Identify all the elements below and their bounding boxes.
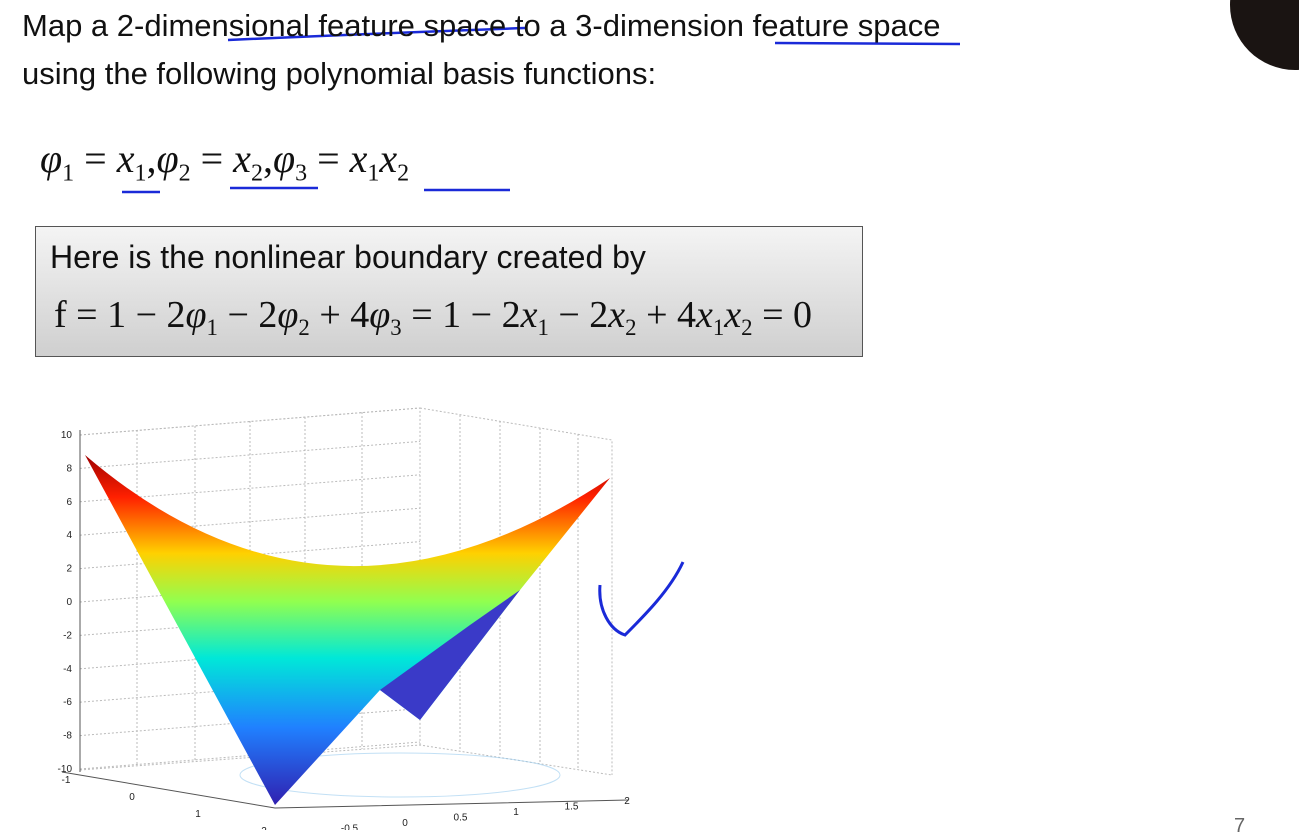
- header: Map a 2-dimensional feature space to a 3…: [22, 2, 940, 98]
- eq-var: φ: [369, 294, 391, 336]
- eq-text: = 0: [752, 294, 813, 336]
- webcam: [1230, 0, 1299, 70]
- eq-symbol: φ2: [156, 136, 190, 186]
- x-tick-label: 1.5: [565, 802, 579, 813]
- grid-line: [79, 541, 421, 570]
- eq-sub: 1: [134, 160, 147, 187]
- eq-symbol: φ3: [369, 294, 401, 340]
- boundary-box: Here is the nonlinear boundary created b…: [35, 226, 863, 357]
- eq-symbol: φ1: [185, 294, 218, 340]
- eq-symbol: φ3: [272, 136, 307, 186]
- boundary-equation: f = 1 − 2φ1 − 2φ2 + 4φ3 = 1 − 2x1 − 2x2 …: [54, 293, 812, 341]
- eq-text: =: [307, 136, 350, 181]
- grid-line: [79, 440, 421, 469]
- x-tick-label: 1: [513, 807, 519, 818]
- eq-sub: 1: [206, 314, 218, 340]
- eq-text: =: [74, 136, 117, 181]
- eq-sub: 3: [390, 314, 402, 340]
- x-tick-label: 2: [624, 796, 630, 807]
- grid-line: [79, 407, 421, 436]
- eq-sub: 1: [62, 160, 75, 187]
- x-tick-label: -0.5: [341, 824, 359, 831]
- eq-symbol: x2: [379, 136, 409, 186]
- contour: [239, 752, 561, 798]
- eq-var: x: [233, 136, 251, 181]
- eq-text: + 4: [309, 294, 370, 336]
- eq-text: + 4: [636, 294, 697, 336]
- z-tick-label: -4: [63, 664, 72, 675]
- check-mark: [598, 561, 685, 637]
- z-tick-label: 10: [61, 430, 73, 441]
- eq-sub: 2: [625, 314, 637, 340]
- surface: [85, 455, 610, 805]
- y-tick-label: -1: [62, 775, 71, 786]
- eq-symbol: x1: [349, 136, 380, 186]
- eq-sub: 1: [367, 160, 380, 187]
- eq-text: = 1 − 2: [401, 294, 521, 336]
- eq-symbol: x2: [724, 294, 752, 340]
- eq-symbol: x1: [696, 294, 724, 340]
- page-number: 7: [1234, 815, 1246, 837]
- grid-line: [79, 708, 421, 737]
- header-line: Map a 2-dimensional feature space to a 3…: [22, 8, 941, 43]
- y-tick-label: 0: [129, 792, 135, 803]
- eq-var: φ: [40, 136, 63, 181]
- eq-sub: 2: [250, 160, 263, 187]
- eq-var: x: [696, 294, 713, 336]
- surface-fold: [380, 590, 520, 720]
- eq-sub: 2: [397, 160, 410, 187]
- eq-symbol: φ1: [40, 136, 74, 186]
- eq-var: x: [724, 294, 742, 336]
- eq-symbol: φ2: [277, 294, 309, 340]
- box-caption: Here is the nonlinear boundary created b…: [50, 239, 646, 275]
- eq-sub: 1: [537, 314, 549, 340]
- z-tick-label: -10: [58, 764, 73, 775]
- basis-equation: φ1 = x1,φ2 = x2,φ3 = x1x2: [40, 135, 409, 187]
- eq-text: − 2: [217, 294, 278, 336]
- grid-line: [79, 741, 421, 770]
- eq-sub: 2: [741, 314, 753, 340]
- eq-var: φ: [185, 294, 207, 336]
- z-tick-label: -8: [63, 731, 72, 742]
- eq-text: =: [190, 136, 234, 181]
- eq-text: − 2: [548, 294, 609, 336]
- z-tick-label: -2: [63, 630, 72, 641]
- eq-var: x: [349, 136, 368, 181]
- eq-symbol: x1: [520, 294, 549, 340]
- z-tick-label: 2: [66, 564, 72, 575]
- eq-var: φ: [156, 136, 179, 181]
- z-tick-label: 8: [66, 463, 72, 474]
- eq-var: x: [379, 136, 398, 181]
- x-tick-label: 0.5: [454, 813, 468, 824]
- eq-sub: 3: [295, 160, 308, 187]
- z-tick-label: 4: [66, 530, 72, 541]
- y-tick-label: 1: [195, 809, 201, 820]
- y-tick-label: 2: [261, 826, 267, 830]
- floor-axes: [61, 771, 629, 809]
- eq-sub: 2: [298, 314, 310, 340]
- eq-var: φ: [277, 294, 299, 336]
- eq-sub: 1: [712, 314, 725, 340]
- eq-var: x: [116, 136, 135, 181]
- eq-text: ,: [146, 136, 157, 181]
- eq-symbol: x1: [116, 136, 147, 186]
- eq-var: x: [520, 294, 538, 336]
- eq-var: x: [608, 294, 626, 336]
- eq-var: φ: [272, 136, 296, 181]
- z-tick-label: -6: [63, 697, 72, 708]
- header-line: using the following polynomial basis fun…: [22, 56, 657, 91]
- eq-sub: 2: [178, 160, 191, 187]
- eq-symbol: x2: [608, 294, 636, 340]
- eq-text: f = 1 − 2: [54, 294, 186, 336]
- z-tick-label: 0: [66, 597, 72, 608]
- x-tick-label: 0: [402, 818, 408, 829]
- z-tick-label: 6: [66, 497, 72, 508]
- eq-symbol: x2: [233, 136, 263, 186]
- eq-text: ,: [262, 136, 273, 181]
